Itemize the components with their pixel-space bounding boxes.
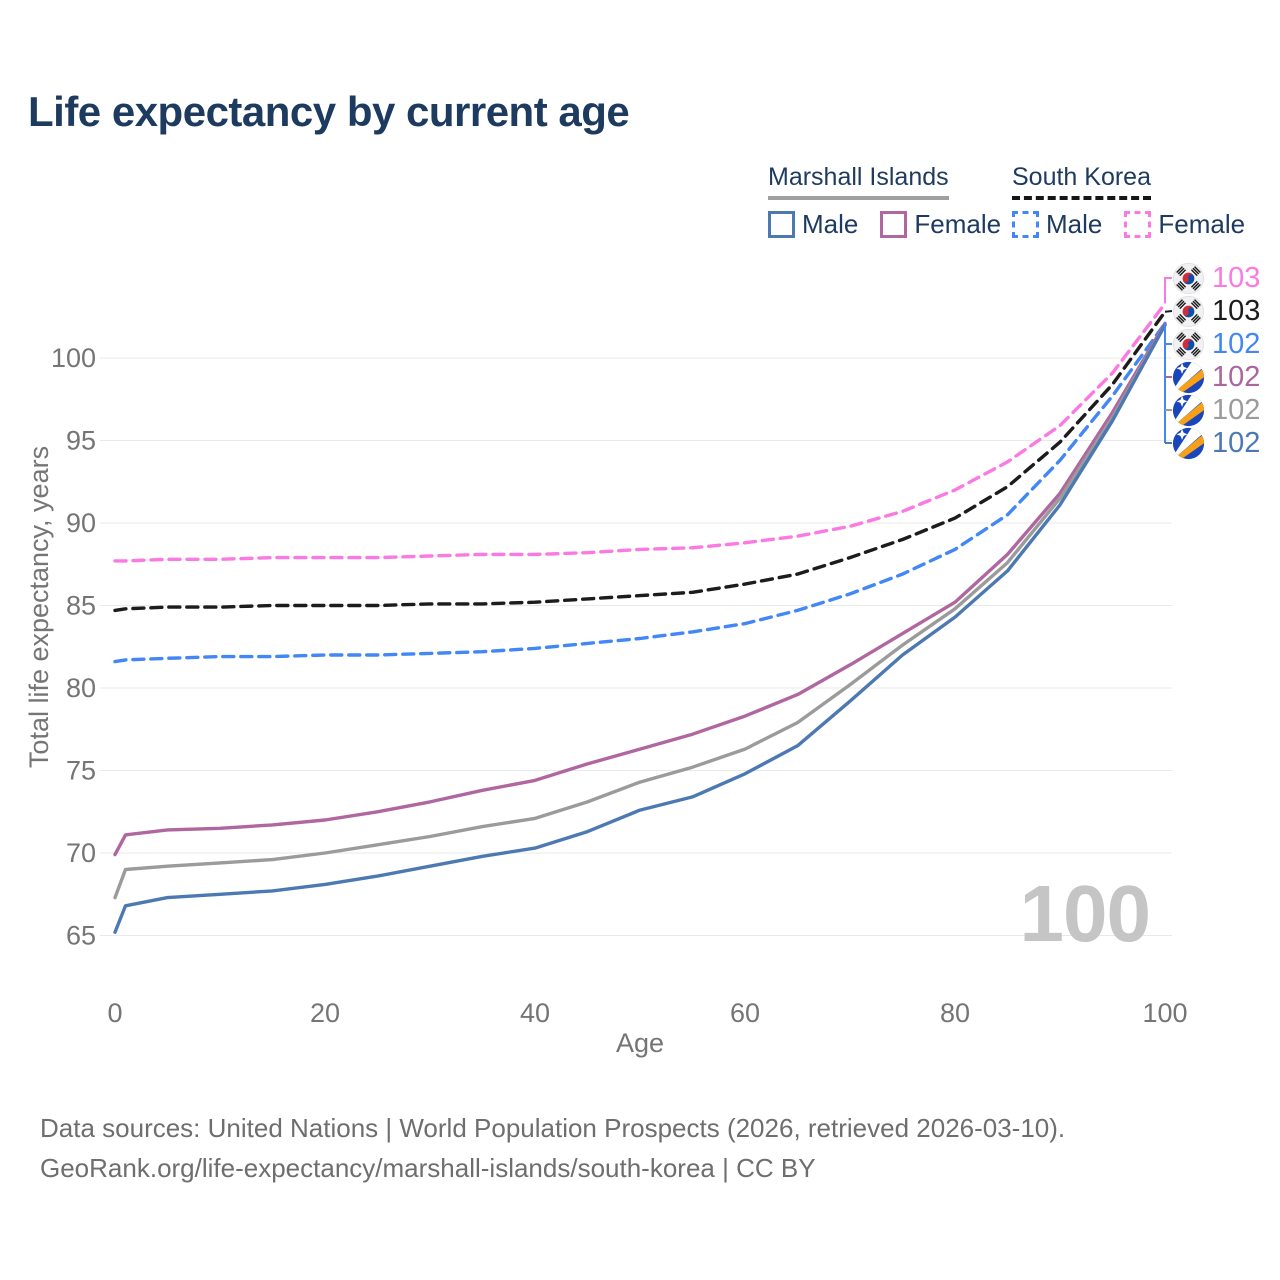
south-korea-flag-icon — [1172, 295, 1205, 327]
leader-sk-female — [1164, 277, 1172, 304]
hover-age-watermark: 100 — [1019, 869, 1151, 958]
end-label-row: 103 — [1172, 294, 1260, 328]
end-label-row: 102 — [1172, 393, 1260, 427]
legend-item-sk-female: Female — [1124, 209, 1245, 240]
x-tick-label: 40 — [520, 998, 550, 1028]
end-label-row: 102 — [1172, 360, 1260, 394]
marshall-islands-flag-icon — [1172, 427, 1205, 460]
end-label-row: 102 — [1172, 426, 1260, 460]
y-tick-label: 80 — [66, 673, 96, 703]
legend-group-marshall-islands: Marshall Islands Male Female — [768, 163, 1001, 240]
legend-item-sk-male: Male — [1012, 209, 1102, 240]
x-tick-label: 100 — [1142, 998, 1187, 1028]
y-tick-label: 85 — [66, 591, 96, 621]
mi-male-swatch-icon — [768, 211, 795, 238]
end-label-row: 103 — [1172, 261, 1260, 295]
series-line-mi_female — [113, 321, 1167, 857]
legend-item-label: Female — [1158, 209, 1246, 239]
data-sources-line: Data sources: United Nations | World Pop… — [40, 1113, 1066, 1143]
end-value-label: 102 — [1212, 393, 1261, 426]
leader-sk-total — [1164, 310, 1173, 313]
end-value-label: 102 — [1212, 360, 1261, 393]
series-line-mi_total — [113, 323, 1167, 900]
south-korea-flag-icon — [1172, 328, 1205, 360]
end-value-label: 102 — [1212, 426, 1261, 459]
marshall-islands-flag-icon — [1172, 394, 1205, 427]
y-tick-label: 100 — [51, 343, 96, 373]
legend-item-mi-male: Male — [768, 209, 858, 240]
y-tick-label: 70 — [66, 838, 96, 868]
sk-male-swatch-icon — [1012, 211, 1039, 238]
end-value-label: 103 — [1212, 294, 1261, 327]
attribution-footer: Data sources: United Nations | World Pop… — [40, 1108, 1065, 1188]
legend-group-south-korea: South Korea Male Female — [1012, 163, 1245, 240]
x-tick-label: 80 — [940, 998, 970, 1028]
x-tick-label: 60 — [730, 998, 760, 1028]
legend-item-mi-female: Female — [880, 209, 1001, 240]
marshall-islands-flag-icon — [1172, 361, 1205, 394]
series-line-sk_female — [113, 301, 1167, 563]
series-line-sk_male — [113, 321, 1167, 664]
series-line-mi_male — [113, 323, 1167, 934]
y-tick-label: 95 — [66, 426, 96, 456]
legend-group-title: South Korea — [1012, 163, 1151, 200]
source-url-line: GeoRank.org/life-expectancy/marshall-isl… — [40, 1153, 816, 1183]
south-korea-flag-icon — [1172, 262, 1205, 294]
y-tick-label: 65 — [66, 921, 96, 951]
sk-female-swatch-icon — [1124, 211, 1152, 238]
end-value-label: 102 — [1212, 327, 1261, 360]
end-value-label: 103 — [1212, 261, 1261, 294]
legend-item-label: Male — [1046, 209, 1103, 239]
y-tick-label: 75 — [66, 756, 96, 786]
x-tick-label: 0 — [107, 998, 122, 1028]
y-tick-label: 90 — [66, 508, 96, 538]
x-axis-title: Age — [616, 1028, 664, 1058]
series-line-sk_total — [113, 310, 1167, 613]
legend-item-label: Male — [802, 209, 859, 239]
mi-female-swatch-icon — [880, 211, 908, 238]
x-tick-label: 20 — [310, 998, 340, 1028]
legend-group-title: Marshall Islands — [768, 163, 949, 200]
page-title: Life expectancy by current age — [28, 88, 630, 135]
y-axis-title: Total life expectancy, years — [24, 446, 54, 768]
legend-item-label: Female — [914, 209, 1002, 239]
end-label-row: 102 — [1172, 327, 1260, 361]
